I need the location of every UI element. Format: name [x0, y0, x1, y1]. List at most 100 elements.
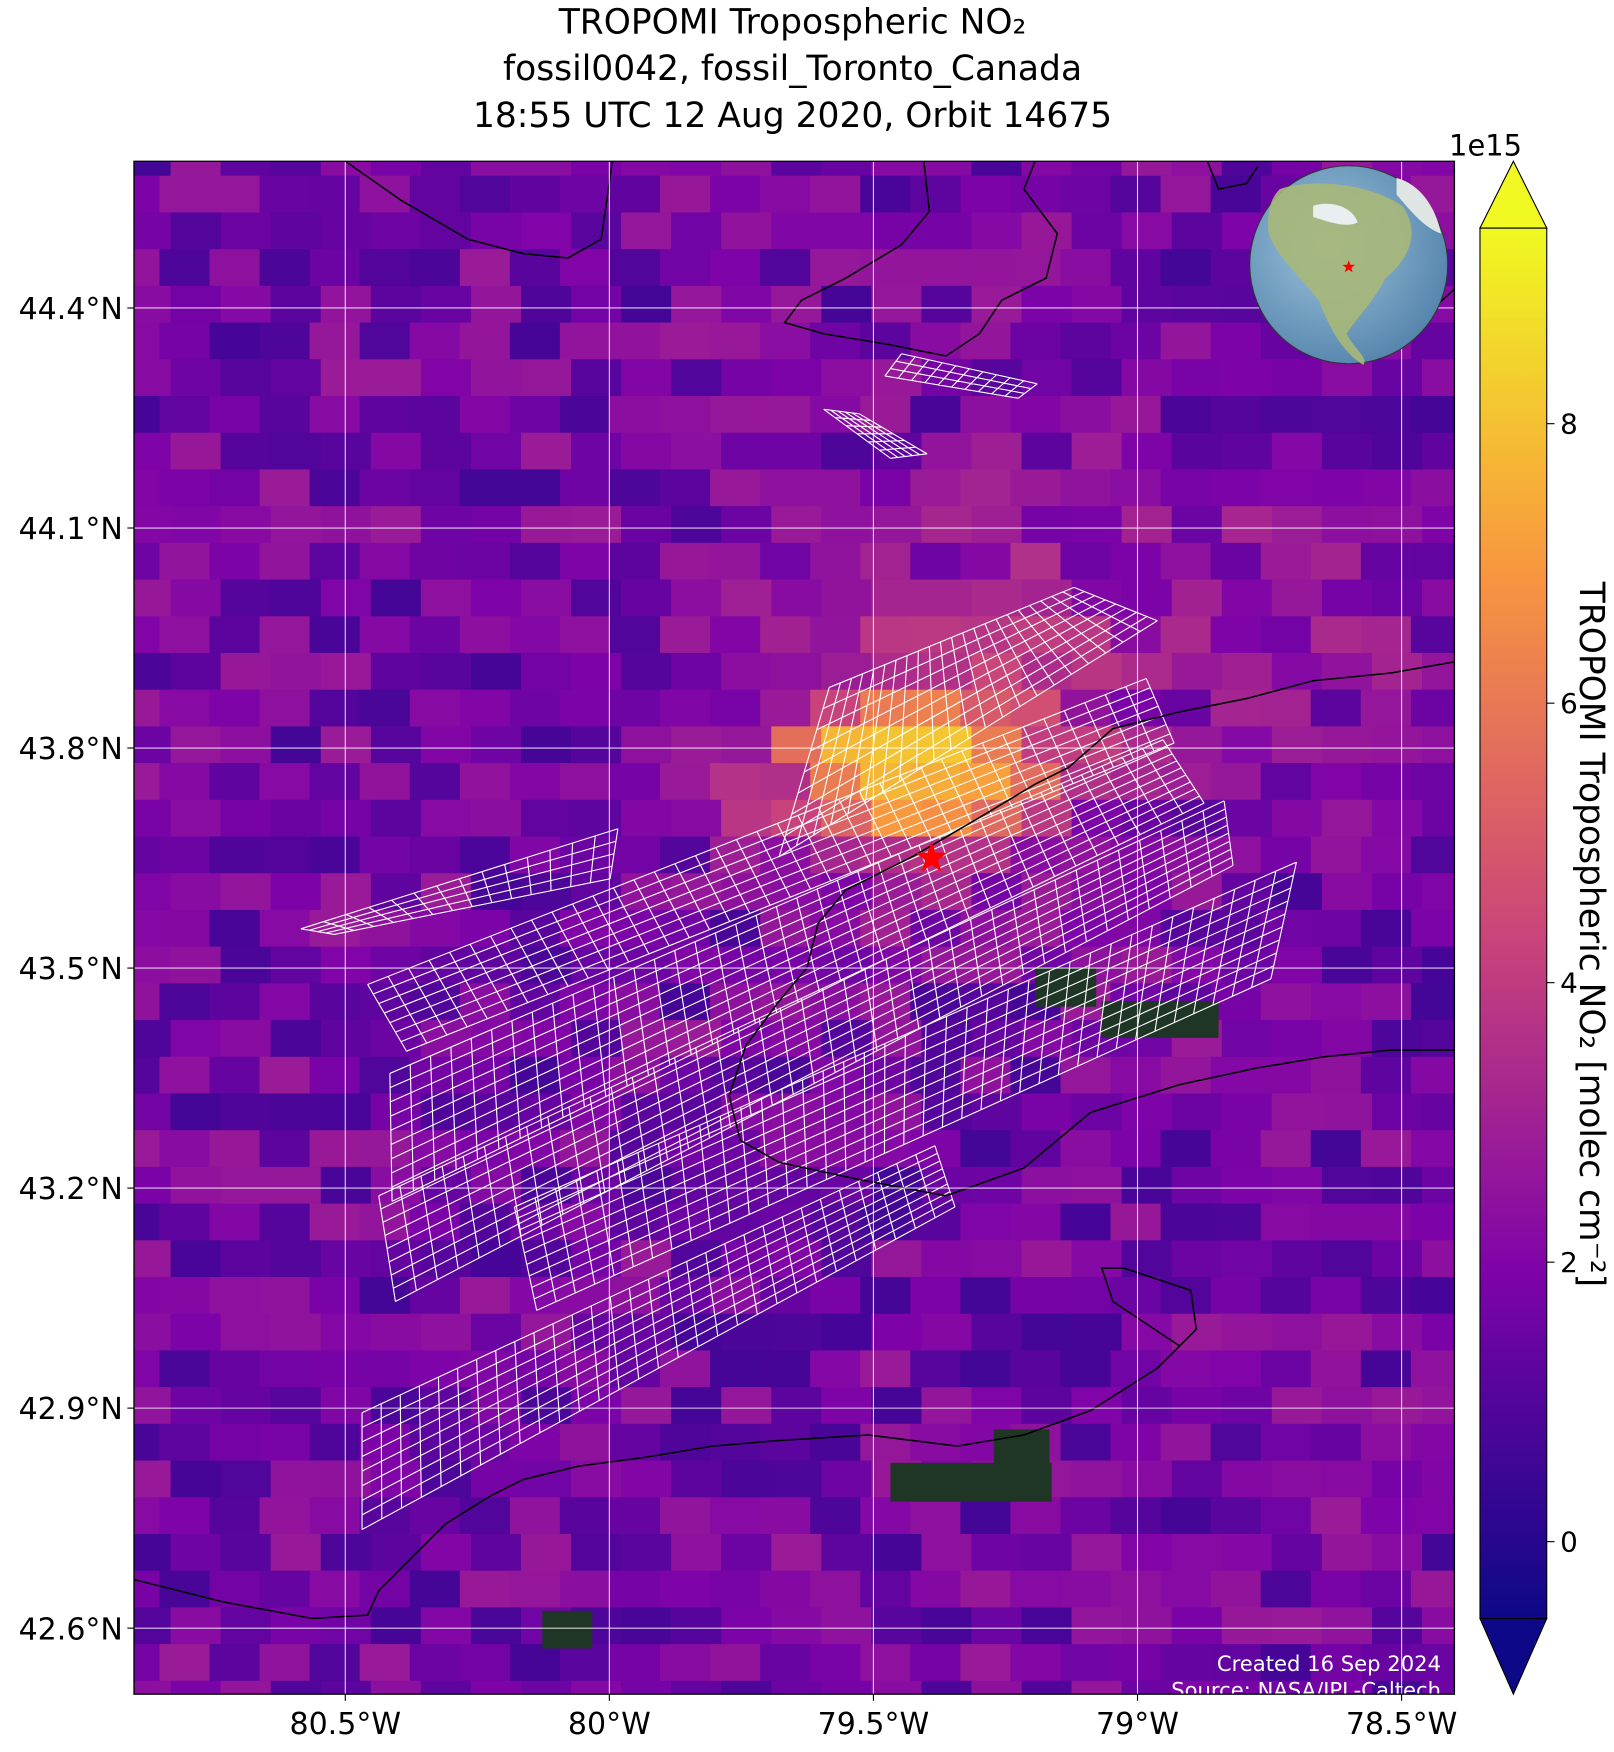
pixel	[220, 873, 272, 912]
mesh	[823, 408, 928, 459]
pixel	[1221, 1607, 1273, 1646]
land-pixel	[542, 1610, 593, 1649]
pixel	[1410, 909, 1455, 948]
footprint-mesh	[300, 353, 1297, 1531]
pixel	[1321, 579, 1374, 618]
pixel	[710, 469, 762, 508]
pixel	[1260, 1277, 1312, 1315]
pixel	[1121, 212, 1173, 251]
pixel	[1271, 506, 1324, 544]
pixel	[520, 285, 573, 324]
x-tick-label: 80°W	[568, 1707, 651, 1742]
pixel	[220, 1240, 272, 1279]
pixel	[1121, 161, 1173, 177]
pixel	[170, 1240, 222, 1279]
pixel	[1260, 616, 1312, 655]
pixel	[259, 689, 311, 728]
pixel	[134, 909, 161, 948]
mesh	[778, 586, 1158, 858]
pixel	[470, 285, 523, 324]
pixel	[209, 542, 261, 581]
pixel	[159, 1056, 211, 1095]
pixel	[621, 946, 673, 985]
y-tick-label: 44.1°N	[19, 512, 123, 547]
pixel	[1371, 1387, 1424, 1425]
pixel	[1171, 652, 1223, 691]
pixel	[159, 616, 211, 655]
pixel	[320, 1533, 372, 1572]
pixel	[1121, 1533, 1173, 1572]
pixel	[621, 799, 673, 838]
x-tick-label: 78.5°W	[1346, 1707, 1458, 1742]
pixel	[320, 726, 372, 765]
pixel	[1010, 1497, 1062, 1536]
pixel	[320, 1166, 372, 1205]
pixel	[459, 249, 511, 287]
pixel	[1060, 175, 1112, 214]
pixel	[1410, 1570, 1455, 1609]
pixel	[209, 1277, 261, 1315]
pixel	[420, 285, 473, 324]
pixel	[621, 285, 673, 324]
pixel	[810, 249, 862, 287]
pixel	[309, 469, 361, 508]
pixel	[960, 1497, 1012, 1536]
colorbar-tick-label: 8	[1560, 408, 1578, 441]
pixel	[134, 212, 172, 251]
pixel	[1422, 1387, 1455, 1425]
pixel	[559, 689, 612, 728]
pixel	[459, 836, 511, 875]
pixel	[370, 506, 422, 544]
pixel	[1422, 799, 1455, 838]
pixel	[1321, 1680, 1374, 1695]
pixel	[270, 285, 322, 324]
pixel	[459, 1277, 511, 1315]
pixel	[159, 469, 211, 508]
pixel	[1221, 161, 1273, 177]
pixel	[1060, 1350, 1112, 1389]
pixel	[409, 249, 461, 287]
pixel	[1071, 1460, 1123, 1499]
pixel	[821, 579, 873, 618]
pixel	[1422, 1460, 1455, 1499]
pixel	[960, 983, 1012, 1022]
pixel	[1271, 432, 1324, 471]
pixel	[209, 1644, 261, 1682]
pixel	[1321, 1166, 1374, 1205]
pixel	[771, 1460, 823, 1499]
pixel	[209, 175, 261, 214]
pixel	[760, 1423, 812, 1462]
pixel	[1422, 946, 1455, 985]
pixel	[1321, 1387, 1374, 1425]
pixel	[470, 432, 523, 471]
pixel	[320, 161, 372, 177]
pixel	[1422, 161, 1455, 177]
pixel	[760, 175, 812, 214]
pixel	[409, 763, 461, 801]
pixel	[1210, 1423, 1262, 1462]
pixel	[220, 1020, 272, 1058]
pixel	[1410, 1056, 1455, 1095]
pixel	[771, 359, 823, 398]
pixel	[459, 1644, 511, 1682]
pixel	[1371, 1607, 1424, 1646]
pixel	[1010, 542, 1062, 581]
pixel	[559, 469, 612, 508]
pixel	[571, 1533, 623, 1572]
pixel	[1171, 506, 1223, 544]
pixel	[821, 1093, 873, 1132]
pixel	[621, 1313, 673, 1352]
pixel	[1371, 359, 1424, 398]
pixel	[621, 726, 673, 765]
pixel	[259, 836, 311, 875]
pixel	[1160, 616, 1212, 655]
site	[915, 841, 948, 872]
pixel	[1410, 763, 1455, 801]
pixel	[860, 909, 912, 948]
pixel	[710, 249, 762, 287]
pixel	[134, 469, 161, 508]
pixel	[671, 1460, 723, 1499]
pixel	[1371, 1240, 1424, 1279]
pixel	[721, 799, 773, 838]
pixel	[1060, 249, 1112, 287]
